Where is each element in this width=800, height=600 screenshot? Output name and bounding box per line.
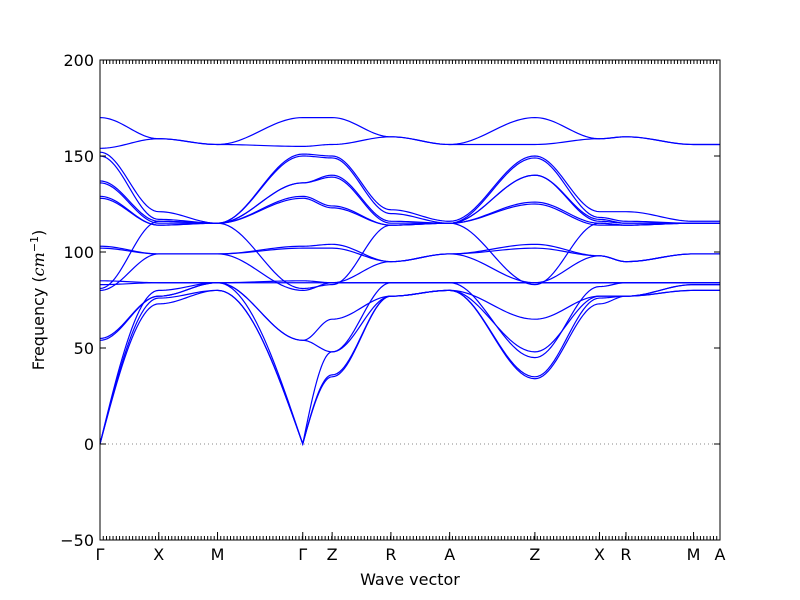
x-tick-label: Γ — [298, 545, 307, 564]
x-axis-title: Wave vector — [360, 570, 460, 589]
x-tick-label: X — [153, 545, 164, 564]
phonon-branch-14 — [99, 253, 720, 292]
x-tick-label: Z — [327, 545, 338, 564]
phonon-branch-3 — [99, 151, 720, 224]
series-lines — [99, 116, 720, 447]
y-axis-unit-exponent: −1 — [28, 236, 41, 252]
x-tick-label: M — [211, 545, 225, 564]
phonon-branch-1 — [99, 116, 720, 146]
x-tick-label: A — [444, 545, 455, 564]
phonon-branch-13 — [99, 220, 720, 290]
y-tick-label: 50 — [74, 339, 94, 358]
y-axis-title: Frequency (cm−1) — [28, 230, 48, 371]
x-tick-label: A — [715, 545, 726, 564]
x-tick-label: R — [385, 545, 396, 564]
plot-frame — [99, 59, 721, 541]
y-tick-label: 100 — [63, 243, 94, 262]
phonon-branch-15 — [99, 282, 720, 341]
x-tick-label: M — [687, 545, 701, 564]
x-tick-label: R — [620, 545, 631, 564]
phonon-branch-19 — [99, 282, 720, 447]
y-tick-label: −50 — [60, 531, 94, 550]
x-tick-label: Γ — [96, 545, 105, 564]
axis-ticks — [99, 59, 721, 541]
y-tick-label: 150 — [63, 147, 94, 166]
y-tick-labels: −50 0 50 100 150 200 — [60, 51, 94, 550]
y-axis-title-text: Frequency ( — [29, 276, 48, 370]
phonon-branch-9 — [99, 243, 720, 263]
y-tick-label: 0 — [84, 435, 94, 454]
y-axis-unit: cm — [29, 252, 48, 276]
y-axis-title-close: ) — [29, 230, 48, 236]
phonon-branch-17 — [99, 289, 720, 447]
x-tick-label: X — [594, 545, 605, 564]
y-tick-label: 200 — [63, 51, 94, 70]
x-tick-label: Z — [529, 545, 540, 564]
phonon-branch-2 — [99, 136, 720, 149]
phonon-branch-18 — [99, 289, 720, 446]
